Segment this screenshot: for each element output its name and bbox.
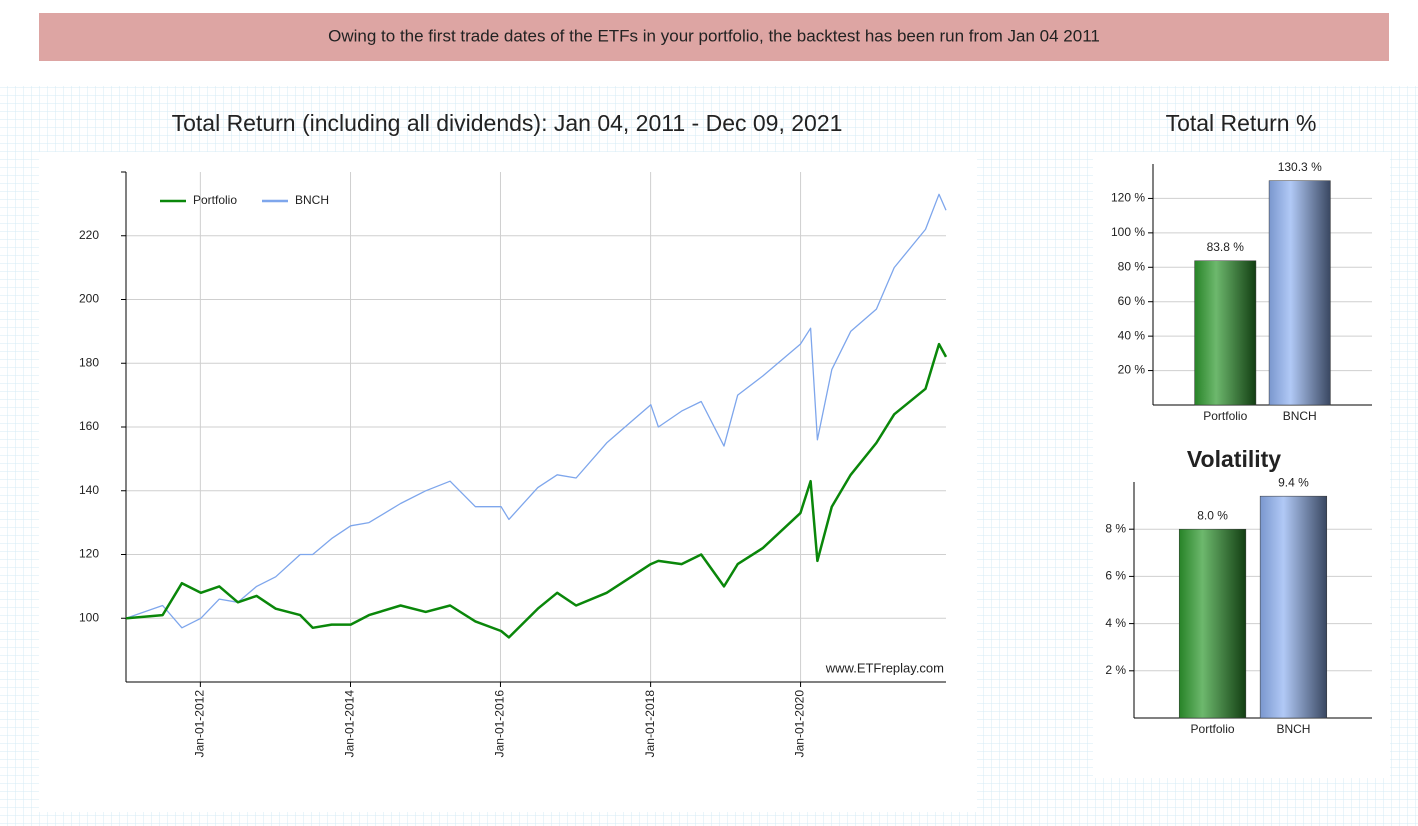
legend-label: BNCH xyxy=(295,193,329,207)
series-line xyxy=(125,193,947,629)
series-line xyxy=(125,342,948,639)
bar xyxy=(1268,180,1331,406)
y-tick-label: 120 xyxy=(79,547,99,561)
y-tick-label: 180 xyxy=(79,355,99,369)
y-tick-label: 160 xyxy=(79,419,99,433)
x-tick-label: Jan-01-2014 xyxy=(343,690,357,758)
banner-text: Owing to the first trade dates of the ET… xyxy=(328,26,1100,45)
x-tick-label: Jan-01-2018 xyxy=(643,690,657,758)
y-tick-label: 60 % xyxy=(1118,294,1146,308)
x-tick-label: BNCH xyxy=(1283,409,1317,423)
bar xyxy=(1178,528,1247,719)
panel-main xyxy=(39,152,977,812)
bar-value-label: 83.8 % xyxy=(1207,240,1245,254)
y-tick-label: 4 % xyxy=(1105,616,1126,630)
x-tick-label: Jan-01-2016 xyxy=(493,690,507,758)
y-tick-label: 100 % xyxy=(1111,225,1145,239)
chart-title: Total Return % xyxy=(1166,110,1317,136)
y-tick-label: 140 xyxy=(79,483,99,497)
bar xyxy=(1194,260,1257,406)
y-tick-label: 220 xyxy=(79,228,99,242)
x-tick-label: Jan-01-2012 xyxy=(193,690,207,758)
y-tick-label: 8 % xyxy=(1105,521,1126,535)
y-tick-label: 20 % xyxy=(1118,363,1146,377)
bar-value-label: 130.3 % xyxy=(1278,160,1322,174)
y-tick-label: 100 xyxy=(79,610,99,624)
watermark: www.ETFreplay.com xyxy=(825,660,944,675)
chart-title: Total Return (including all dividends): … xyxy=(172,110,843,136)
x-tick-label: BNCH xyxy=(1276,722,1310,736)
x-tick-label: Portfolio xyxy=(1203,409,1247,423)
bar xyxy=(1259,495,1328,719)
y-tick-label: 120 % xyxy=(1111,191,1145,205)
legend-label: Portfolio xyxy=(193,193,237,207)
y-tick-label: 40 % xyxy=(1118,328,1146,342)
y-tick-label: 80 % xyxy=(1118,259,1146,273)
x-tick-label: Portfolio xyxy=(1191,722,1235,736)
y-tick-label: 2 % xyxy=(1105,663,1126,677)
chart-title: Volatility xyxy=(1187,446,1281,472)
bar-value-label: 8.0 % xyxy=(1197,508,1228,522)
banner xyxy=(39,13,1389,61)
x-tick-label: Jan-01-2020 xyxy=(793,690,807,758)
y-tick-label: 6 % xyxy=(1105,569,1126,583)
bar-value-label: 9.4 % xyxy=(1278,475,1309,489)
y-tick-label: 200 xyxy=(79,292,99,306)
